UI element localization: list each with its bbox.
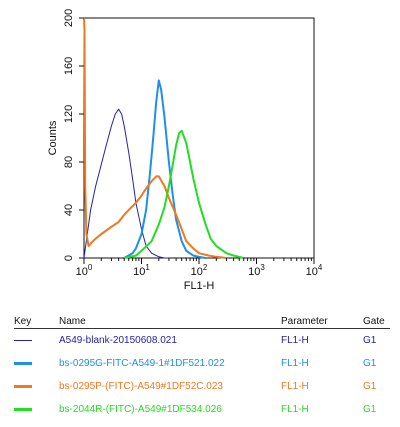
series-line-4 xyxy=(123,129,244,259)
legend-swatch-cell xyxy=(14,335,59,346)
legend-swatch xyxy=(14,339,32,341)
legend-swatch-cell xyxy=(14,404,59,415)
y-tick-label-160: 160 xyxy=(63,57,75,75)
legend-swatch-cell xyxy=(14,381,59,392)
y-tick-label-120: 120 xyxy=(63,105,75,123)
legend-swatch-cell xyxy=(14,358,59,369)
legend-row: bs-0295G-FITC-A549-1#1DF521.022 FL1-H G1 xyxy=(14,352,390,375)
legend-header: Key Name Parameter Gate xyxy=(14,314,390,329)
legend-row: bs-0295P-(FITC)-A549#1DF52C.023 FL1-H G1 xyxy=(14,375,390,398)
legend-parameter: FL1-H xyxy=(281,335,309,346)
legend-gate: G1 xyxy=(363,358,377,369)
legend-name: bs-0295P-(FITC)-A549#1DF52C.023 xyxy=(59,381,223,392)
legend-rows: A549-blank-20150608.021 FL1-H G1 bs-0295G-F… xyxy=(14,329,390,421)
x-tick-exponent: 1 xyxy=(145,263,150,272)
series-layer xyxy=(83,17,244,259)
y-tick-label-0: 0 xyxy=(63,255,75,261)
x-tick-base: 10 xyxy=(306,266,318,278)
legend-parameter: FL1-H xyxy=(281,404,309,415)
x-tick-base: 10 xyxy=(191,266,203,278)
y-axis: 0 40 80 120 160 200 xyxy=(63,9,84,261)
x-tick-base: 10 xyxy=(248,266,260,278)
x-tick-base: 10 xyxy=(133,266,145,278)
x-axis-title: FL1-H xyxy=(184,280,215,292)
legend-parameter: FL1-H xyxy=(281,381,309,392)
x-tick-exponent: 3 xyxy=(260,263,265,272)
y-axis-title: Counts xyxy=(47,120,59,155)
legend-gate: G1 xyxy=(363,381,377,392)
legend-swatch xyxy=(14,361,32,365)
series-line-1 xyxy=(83,108,169,259)
x-axis: 100 101 102 103 104 xyxy=(76,258,323,278)
legend-parameter: FL1-H xyxy=(281,358,309,369)
header-parameter: Parameter xyxy=(281,315,328,327)
legend-gate: G1 xyxy=(363,335,377,346)
series-line-2 xyxy=(123,79,206,259)
legend-table: Key Name Parameter Gate A549-blank-20150… xyxy=(14,314,390,421)
y-tick-label-80: 80 xyxy=(63,156,75,168)
x-tick-label-10000: 104 xyxy=(306,263,323,278)
legend-row: bs-2044R-(FITC)-A549#1DF534.026 FL1-H G1 xyxy=(14,398,390,421)
x-tick-label-10: 101 xyxy=(133,263,150,278)
legend-name: A549-blank-20150608.021 xyxy=(59,335,177,346)
legend-swatch xyxy=(14,407,32,411)
series-line-3 xyxy=(83,17,227,259)
legend-name: bs-0295G-FITC-A549-1#1DF521.022 xyxy=(59,358,225,369)
y-tick-label-40: 40 xyxy=(63,204,75,216)
x-tick-label-1: 100 xyxy=(76,263,93,278)
x-tick-exponent: 4 xyxy=(318,263,323,272)
header-gate: Gate xyxy=(363,315,385,327)
x-tick-label-1000: 103 xyxy=(248,263,265,278)
x-tick-base: 10 xyxy=(76,266,88,278)
y-tick-label-200: 200 xyxy=(63,9,75,27)
x-tick-label-100: 102 xyxy=(191,263,208,278)
x-tick-exponent: 0 xyxy=(88,263,93,272)
legend-gate: G1 xyxy=(363,404,377,415)
x-tick-exponent: 2 xyxy=(203,263,208,272)
legend-swatch xyxy=(14,384,32,388)
legend-row: A549-blank-20150608.021 FL1-H G1 xyxy=(14,329,390,352)
header-name: Name xyxy=(59,315,86,327)
header-key: Key xyxy=(14,315,32,327)
legend-name: bs-2044R-(FITC)-A549#1DF534.026 xyxy=(59,404,222,415)
